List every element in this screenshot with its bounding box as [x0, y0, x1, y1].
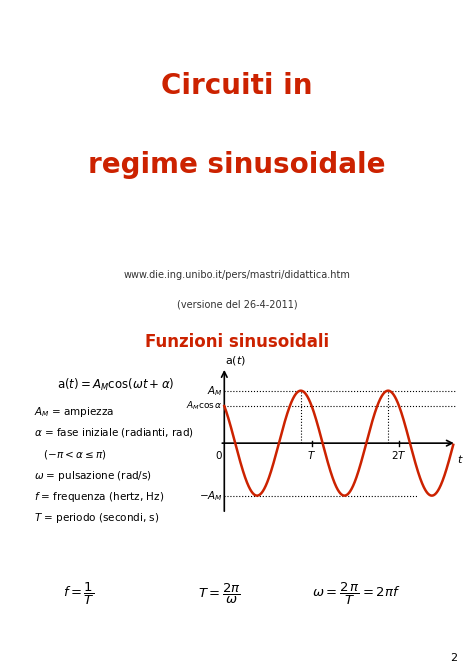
Text: $t$: $t$ [457, 453, 464, 464]
Text: $\mathrm{a}(t)$: $\mathrm{a}(t)$ [226, 354, 246, 367]
Text: $-A_M$: $-A_M$ [199, 488, 223, 502]
Text: www.die.ing.unibo.it/pers/mastri/didattica.htm: www.die.ing.unibo.it/pers/mastri/didatti… [124, 270, 350, 279]
Text: (versione del 26-4-2011): (versione del 26-4-2011) [177, 300, 297, 310]
Text: regime sinusoidale: regime sinusoidale [88, 151, 386, 180]
Text: $(-\pi < \alpha \leq \pi)$: $(-\pi < \alpha \leq \pi)$ [35, 448, 107, 460]
Text: Funzioni sinusoidali: Funzioni sinusoidali [145, 334, 329, 351]
Text: $f = \dfrac{1}{T}$: $f = \dfrac{1}{T}$ [63, 581, 95, 606]
Text: Circuiti in: Circuiti in [161, 72, 313, 100]
Text: 2: 2 [450, 653, 457, 663]
Text: $\mathrm{a}(t) = A_M\cos(\omega t + \alpha)$: $\mathrm{a}(t) = A_M\cos(\omega t + \alp… [57, 377, 175, 393]
Text: $T = \dfrac{2\pi}{\omega}$: $T = \dfrac{2\pi}{\omega}$ [199, 582, 241, 606]
Text: $T$: $T$ [307, 450, 316, 462]
Text: $A_M$ = ampiezza: $A_M$ = ampiezza [35, 405, 115, 419]
Text: $0$: $0$ [215, 450, 223, 462]
Text: $T$ = periodo (secondi, s): $T$ = periodo (secondi, s) [35, 511, 160, 525]
Text: $\omega = \dfrac{2\,\pi}{T} = 2\pi f$: $\omega = \dfrac{2\,\pi}{T} = 2\pi f$ [312, 581, 401, 606]
Text: $\alpha$ = fase iniziale (radianti, rad): $\alpha$ = fase iniziale (radianti, rad) [35, 426, 194, 440]
Text: $A_M$: $A_M$ [207, 384, 223, 397]
Text: $f$ = frequenza (hertz, Hz): $f$ = frequenza (hertz, Hz) [35, 490, 164, 504]
Text: $A_M\cos\alpha$: $A_M\cos\alpha$ [186, 400, 223, 412]
Text: $\omega$ = pulsazione (rad/s): $\omega$ = pulsazione (rad/s) [35, 469, 153, 482]
Text: $2T$: $2T$ [391, 450, 407, 462]
